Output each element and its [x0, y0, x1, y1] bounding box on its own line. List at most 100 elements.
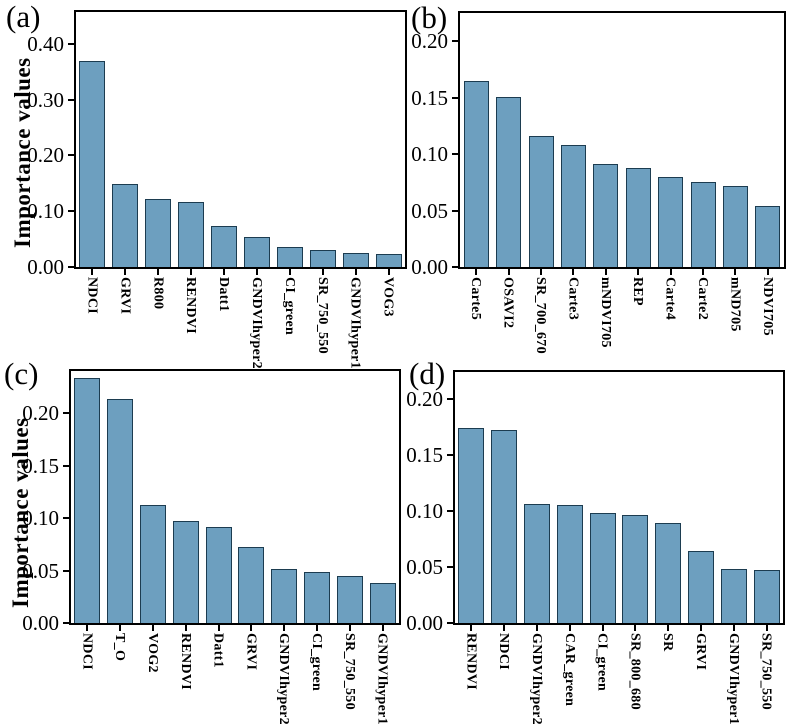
panel-c-ytick-label: 0.10 — [22, 506, 59, 530]
panel-b-xtick-mark — [734, 269, 737, 275]
panel-a-xtick-mark — [387, 269, 390, 275]
panel-a-ytick-label: 0.00 — [27, 255, 64, 279]
panel-a-xtick-label-NDCI: NDCI — [84, 277, 100, 314]
panel-a-xtick-label-CI_green: CI_green — [281, 277, 297, 336]
panel-a-ytick-mark — [68, 266, 74, 268]
panel-b-xtick-mark — [507, 269, 510, 275]
panel-d-ytick-mark — [447, 509, 453, 512]
panel-b-plot-area: 0.00 0.05 0.10 0.15 0.20 Carte5 OSAVI2 SR_700_6… — [411, 11, 786, 354]
panel-b-xtick-mark — [572, 269, 575, 275]
panel-a-ytick-mark — [68, 42, 74, 45]
panel-a-bar-GNDVIhyper1 — [342, 252, 369, 267]
panel-a-ytick-label: 0.40 — [27, 31, 64, 56]
panel-c-xtick-label-Datt1: Datt1 — [210, 633, 226, 668]
panel-c-xtick-label-GNDVIhyper1: GNDVIhyper1 — [374, 633, 390, 725]
panel-c-bar-CI_green — [304, 571, 330, 623]
panel-b-xtick-mark — [702, 269, 704, 275]
panel-d-bar-CI_green — [589, 513, 616, 623]
panel-d-ytick-mark — [447, 453, 453, 456]
panel-d-ytick-label: 0.10 — [406, 498, 443, 523]
panel-a-xtick-label-SR_750_550: SR_750_550 — [314, 277, 330, 354]
panel-b-bar-mND705 — [722, 185, 748, 267]
panel-d-ytick-mark — [447, 622, 453, 624]
panel-d-xtick-label-SR_800_680: SR_800_680 — [627, 633, 643, 710]
panel-d-xtick-mark — [568, 625, 571, 631]
panel-b-ytick-mark — [452, 153, 458, 156]
panel-b-xtick-label-NDVI705: NDVI705 — [759, 277, 775, 336]
panel-b-xtick-label-SR_700_670: SR_700_670 — [533, 277, 548, 354]
panel-c-xtick-label-RENDVI: RENDVI — [177, 633, 193, 691]
panel-a-bar-RENDVI — [178, 201, 205, 267]
panel-d-bar-GNDVIhyper2 — [524, 504, 550, 623]
panel-a-bar-GNDVIhyper2 — [243, 236, 270, 267]
panel-d-xtick-mark — [765, 625, 768, 631]
panel-d-plot-area: 0.00 0.05 0.10 0.15 0.20 RENDVI NDCI GNDVIhyper… — [406, 370, 785, 725]
panel-a-bar-NDCI — [79, 60, 106, 267]
panel-b-ytick-mark — [452, 209, 458, 212]
panel-a-xtick-label-VOG3: VOG3 — [380, 277, 396, 317]
panel-b-xtick-label-mNDVI705: mNDVI705 — [597, 277, 613, 348]
panel-c-ytick-mark — [63, 517, 69, 519]
panel-d-bar-RENDVI — [458, 428, 485, 623]
panel-c-xtick-label-GNDVIhyper2: GNDVIhyper2 — [276, 633, 292, 725]
panel-b-bar-Carte5 — [463, 80, 489, 267]
panel-b-ytick-label: 0.10 — [411, 142, 448, 167]
panel-b-xtick-label-Carte4: Carte4 — [662, 277, 678, 321]
panel-d-xtick-label-GNDVIhyper2: GNDVIhyper2 — [529, 633, 544, 725]
panel-a-xtick-mark — [190, 269, 193, 275]
panel-b-bar-Carte4 — [658, 176, 684, 267]
panel-a-xtick-label-GRVI: GRVI — [117, 277, 133, 315]
panel-c-bar-GNDVIhyper1 — [369, 583, 396, 623]
panel-a-xtick-label-Datt1: Datt1 — [216, 277, 232, 312]
panel-d-ytick-mark — [447, 565, 453, 568]
panel-b-ytick-mark — [452, 40, 458, 43]
panel-d-bar-GNDVIhyper1 — [720, 569, 747, 623]
panel-d-bar-SR_750_550 — [753, 570, 780, 623]
panel-c-xtick-mark — [283, 625, 286, 631]
panel-d-ytick-label: 0.20 — [406, 386, 443, 411]
panel-b-letter: (b) — [411, 0, 448, 35]
panel-a-xtick-label-GNDVIhyper2: GNDVIhyper2 — [248, 277, 264, 369]
panel-c-ytick-label: 0.20 — [22, 401, 59, 425]
panel-d-xtick-mark — [732, 625, 735, 631]
panel-a-ytick-label: 0.10 — [27, 199, 64, 224]
panel-d-xtick-label-NDCI: NDCI — [496, 633, 512, 670]
panel-b-xtick-label-REP: REP — [630, 277, 646, 306]
panel-c-bar-GRVI — [238, 547, 265, 623]
panel-d-xtick-mark — [634, 625, 637, 631]
panel-c-xtick-mark — [316, 625, 318, 631]
panel-c-xtick-mark — [217, 625, 220, 631]
panel-a-xtick-mark — [223, 269, 226, 275]
panel-a-ytick-label: 0.30 — [27, 87, 64, 112]
panel-a-xtick-mark — [157, 269, 160, 275]
panel-d-xtick-label-RENDVI: RENDVI — [463, 633, 479, 691]
panel-d-xtick-label-SR_750_550: SR_750_550 — [758, 633, 774, 710]
panel-d-letter: (d) — [409, 356, 446, 391]
panel-d-ytick-label: 0.00 — [406, 611, 443, 635]
panel-d-bar-GRVI — [688, 551, 714, 623]
panel-d-xtick-label-SR: SR — [660, 633, 676, 652]
panel-c-bar-GNDVIhyper2 — [271, 569, 298, 623]
panel-a-bar-Datt1 — [211, 226, 238, 267]
panel-c-bar-Datt1 — [205, 527, 232, 623]
panel-c-bar-T_O — [107, 399, 134, 623]
panel-b-bar-NDVI705 — [755, 206, 781, 267]
panel-c-bar-VOG2 — [140, 505, 166, 623]
panel-b-xtick-mark — [669, 269, 672, 275]
panel-b-xtick-label-Carte3: Carte3 — [565, 277, 581, 321]
panel-b-ytick-label: 0.00 — [411, 255, 448, 279]
panel-c-bar-SR_750_550 — [336, 575, 363, 623]
panel-b-bar-Carte3 — [560, 145, 586, 267]
panel-b-ytick-label: 0.15 — [411, 85, 448, 110]
panel-c-ytick-mark — [63, 569, 69, 572]
panel-c-xtick-mark — [152, 625, 154, 631]
panel-a-bar-SR_750_550 — [309, 249, 336, 267]
panel-a-xtick-mark — [91, 269, 94, 275]
panel-b-bar-REP — [625, 167, 651, 267]
panel-c-letter: (c) — [4, 356, 39, 391]
panel-c-ytick-label: 0.15 — [22, 453, 59, 478]
panel-d-bar-CAR_green — [556, 505, 583, 623]
panel-c-xtick-label-GRVI: GRVI — [243, 633, 259, 671]
panel-b-xtick-label-OSAVI2: OSAVI2 — [500, 277, 516, 329]
panel-b-bar-OSAVI2 — [496, 96, 522, 267]
